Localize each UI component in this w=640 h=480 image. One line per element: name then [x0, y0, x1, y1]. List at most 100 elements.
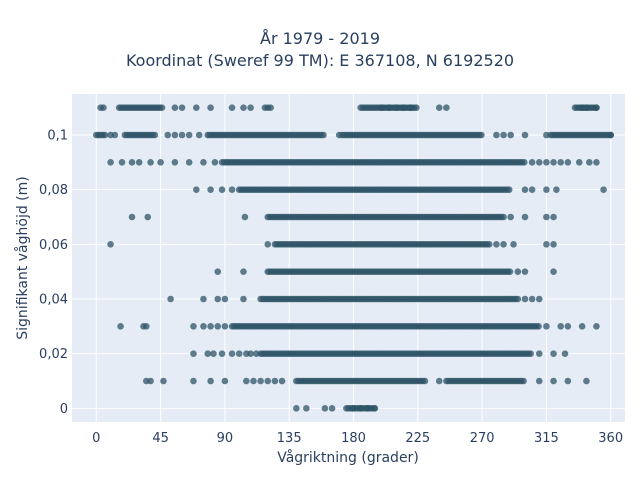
data-point — [164, 131, 172, 139]
data-point — [193, 186, 200, 193]
data-point — [507, 213, 514, 221]
data-point — [240, 268, 247, 275]
x-tick-label: 0 — [92, 431, 100, 446]
data-point — [364, 405, 372, 412]
data-point — [171, 131, 179, 139]
data-point — [218, 350, 226, 357]
data-point — [221, 377, 229, 385]
data-point — [400, 104, 407, 111]
data-point — [210, 350, 217, 357]
data-point — [543, 186, 550, 193]
data-point — [357, 405, 364, 412]
x-axis-title: Vågriktning (grader) — [277, 449, 419, 466]
data-point — [335, 131, 343, 139]
data-point — [228, 350, 236, 357]
x-tick-label: 180 — [341, 431, 366, 446]
data-point — [550, 377, 557, 385]
data-point — [185, 159, 193, 166]
data-point — [278, 377, 286, 385]
data-point — [493, 241, 500, 248]
data-point — [550, 159, 557, 166]
data-point — [500, 131, 507, 139]
data-point — [575, 159, 583, 166]
data-point — [320, 131, 327, 139]
data-point — [520, 377, 527, 385]
y-tick-label: 0,08 — [39, 183, 68, 198]
data-point — [564, 377, 572, 385]
data-point — [550, 241, 557, 248]
data-point — [214, 268, 222, 275]
data-point — [521, 131, 529, 139]
data-point — [101, 131, 109, 139]
data-point — [267, 104, 274, 111]
data-point — [178, 104, 186, 111]
data-point — [435, 377, 443, 385]
data-point — [535, 159, 543, 166]
x-tick-label: 270 — [470, 431, 495, 446]
data-point — [195, 131, 203, 139]
data-point — [478, 131, 485, 139]
data-point — [521, 186, 529, 193]
data-point — [204, 350, 212, 357]
data-point — [107, 241, 114, 248]
data-point — [160, 377, 167, 385]
data-point — [128, 213, 136, 221]
data-point — [211, 159, 219, 166]
data-point — [600, 186, 607, 193]
data-point — [550, 350, 557, 357]
data-point — [293, 405, 300, 412]
y-tick-label: 0,02 — [39, 347, 68, 362]
x-tick-label: 315 — [534, 431, 559, 446]
chart-title-line-1: År 1979 - 2019 — [260, 29, 380, 48]
chart-title-line-2: Koordinat (Sweref 99 TM): E 367108, N 61… — [125, 51, 515, 70]
y-tick-label: 0,06 — [39, 238, 68, 253]
data-point — [200, 323, 207, 330]
data-point — [235, 350, 243, 357]
data-point — [528, 295, 536, 303]
data-point — [493, 131, 500, 139]
data-point — [185, 131, 193, 139]
data-point — [507, 131, 514, 139]
data-point — [514, 268, 522, 275]
data-point — [247, 104, 254, 111]
data-point — [107, 159, 114, 166]
data-point — [144, 213, 152, 221]
data-point — [564, 159, 572, 166]
data-point — [128, 159, 136, 166]
data-point — [200, 159, 207, 166]
data-point — [218, 186, 226, 193]
data-point — [407, 104, 414, 111]
data-point — [240, 104, 247, 111]
y-tick-label: 0,04 — [39, 293, 68, 308]
data-point — [264, 241, 272, 248]
data-point — [585, 159, 593, 166]
data-point — [171, 104, 179, 111]
data-point — [527, 350, 534, 357]
data-point — [535, 350, 543, 357]
data-point — [257, 377, 264, 385]
data-point — [158, 104, 166, 111]
data-point — [264, 377, 272, 385]
data-point — [385, 104, 393, 111]
data-point — [157, 159, 164, 166]
data-point — [413, 104, 420, 111]
data-point — [117, 323, 124, 330]
data-point — [564, 323, 572, 330]
data-point — [543, 241, 550, 248]
data-point — [167, 295, 174, 303]
data-point — [253, 350, 260, 357]
data-point — [250, 377, 257, 385]
data-point — [393, 104, 400, 111]
data-point — [200, 295, 207, 303]
data-point — [543, 323, 550, 330]
data-point — [247, 350, 254, 357]
data-point — [178, 131, 186, 139]
data-point — [214, 295, 222, 303]
data-point — [147, 377, 154, 385]
x-tick-label: 225 — [405, 431, 430, 446]
data-point — [207, 323, 214, 330]
data-point — [500, 241, 507, 248]
data-point — [443, 104, 450, 111]
data-point — [321, 405, 329, 412]
